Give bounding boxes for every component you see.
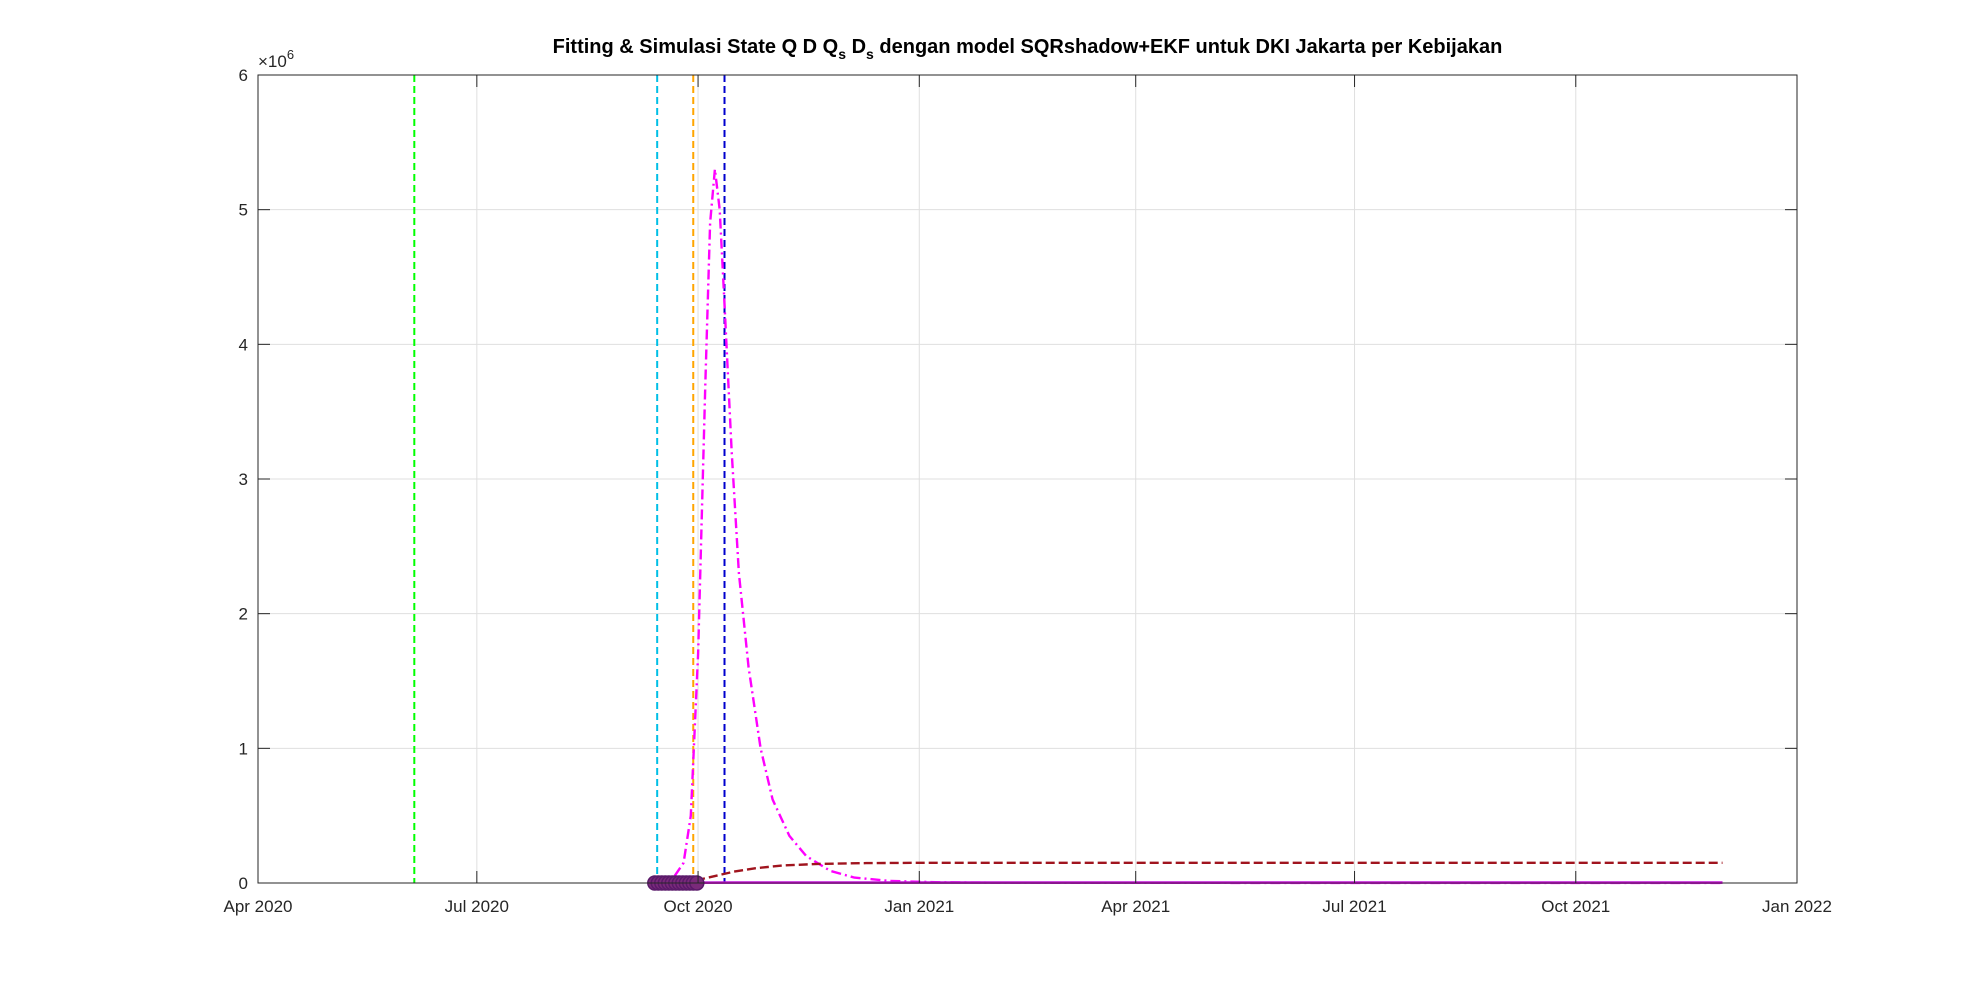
y-exponent-base: ×10 bbox=[258, 52, 287, 71]
policy-lines bbox=[413, 75, 726, 883]
x-tick-label: Oct 2021 bbox=[1541, 897, 1610, 916]
x-tick-label: Apr 2020 bbox=[224, 897, 293, 916]
chart-title: Fitting & Simulasi State Q D Qs Ds denga… bbox=[553, 36, 1503, 62]
y-tick-label: 6 bbox=[239, 66, 248, 85]
y-tick-label: 5 bbox=[239, 201, 248, 220]
x-tick-label: Oct 2020 bbox=[664, 897, 733, 916]
title-sub-2: s bbox=[866, 46, 874, 62]
y-tick-label: 0 bbox=[239, 874, 248, 893]
ticks bbox=[257, 74, 1798, 884]
x-tick-labels: Apr 2020 Jul 2020 Oct 2020 Jan 2021 Apr 2021… bbox=[224, 897, 1832, 916]
y-exponent-power: 6 bbox=[287, 47, 294, 62]
y-tick-label: 3 bbox=[239, 470, 248, 489]
y-tick-labels: 0 1 2 3 4 5 6 bbox=[239, 66, 248, 893]
title-sub-1: s bbox=[838, 46, 846, 62]
x-tick-label: Jul 2020 bbox=[445, 897, 509, 916]
y-exponent: ×106 bbox=[258, 47, 294, 71]
x-tick-label: Jan 2021 bbox=[884, 897, 954, 916]
x-tick-label: Jul 2021 bbox=[1322, 897, 1386, 916]
title-suffix: dengan model SQRshadow+EKF untuk DKI Jak… bbox=[874, 36, 1502, 58]
x-tick-label: Jan 2022 bbox=[1762, 897, 1832, 916]
y-tick-label: 4 bbox=[239, 335, 248, 354]
series-line-1 bbox=[656, 168, 1723, 885]
x-tick-label: Apr 2021 bbox=[1101, 897, 1170, 916]
y-tick-label: 1 bbox=[239, 739, 248, 758]
grid bbox=[257, 74, 1798, 884]
title-prefix: Fitting & Simulasi State Q D Q bbox=[553, 36, 839, 58]
title-mid: D bbox=[846, 36, 866, 58]
y-tick-label: 2 bbox=[239, 605, 248, 624]
